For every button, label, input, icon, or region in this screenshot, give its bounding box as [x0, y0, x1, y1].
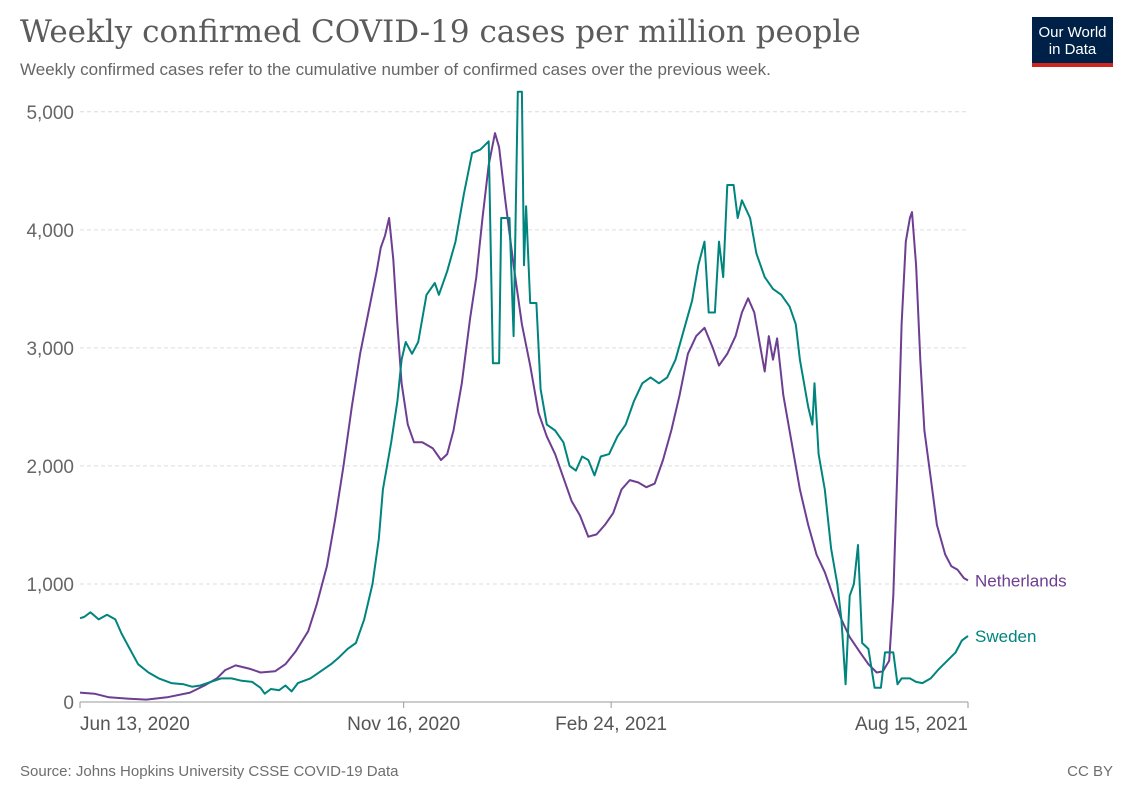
- chart-subtitle: Weekly confirmed cases refer to the cumu…: [20, 60, 771, 79]
- y-tick-label: 4,000: [26, 221, 74, 242]
- x-tick-label: Nov 16, 2020: [347, 714, 460, 735]
- y-tick-label: 3,000: [26, 339, 74, 360]
- y-tick-label: 5,000: [26, 103, 74, 124]
- x-tick-label: Feb 24, 2021: [555, 714, 667, 735]
- license-link[interactable]: CC BY: [1067, 763, 1113, 780]
- x-tick-label: Aug 15, 2021: [855, 714, 968, 735]
- logo-line-2: in Data: [1048, 41, 1097, 58]
- logo-accent-bar: [1032, 63, 1113, 67]
- owid-logo[interactable]: Our World in Data: [1032, 17, 1113, 67]
- legend-label-sweden: Sweden: [975, 627, 1036, 646]
- y-tick-label: 0: [63, 693, 74, 714]
- y-tick-label: 2,000: [26, 457, 74, 478]
- logo-line-1: Our World: [1038, 24, 1107, 41]
- source-note[interactable]: Source: Johns Hopkins University CSSE CO…: [20, 763, 399, 780]
- legend-label-netherlands: Netherlands: [975, 571, 1067, 590]
- x-tick-label: Jun 13, 2020: [80, 714, 190, 735]
- chart-title: Weekly confirmed COVID-19 cases per mill…: [20, 14, 861, 50]
- y-tick-label: 1,000: [26, 575, 74, 596]
- series-line-netherlands: [79, 132, 969, 701]
- series-line-sweden: [79, 90, 969, 695]
